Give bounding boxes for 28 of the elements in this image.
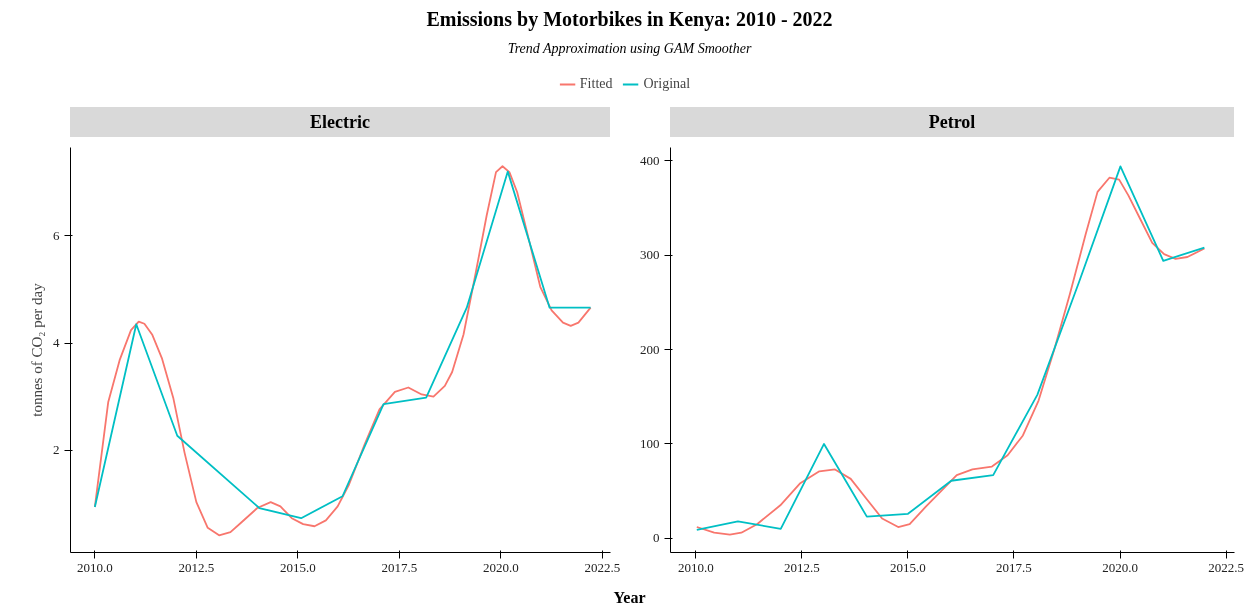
x-tick-label: 2022.5 xyxy=(1208,559,1244,575)
x-tick-label: 2017.5 xyxy=(381,559,418,575)
y-tick-label: 400 xyxy=(640,152,660,168)
x-tick-label: 2010.0 xyxy=(678,559,714,575)
y-tick-label: 200 xyxy=(640,341,660,357)
x-tick-label: 2012.5 xyxy=(784,559,820,575)
y-tick-label: 6 xyxy=(53,227,60,243)
x-tick-label: 2020.0 xyxy=(1102,559,1138,575)
y-tick-label: 300 xyxy=(640,247,660,263)
y-axis-title: tonnes of CO₂ per day xyxy=(29,282,45,417)
y-tick-label: 100 xyxy=(640,435,660,451)
y-tick-label: 0 xyxy=(653,530,660,546)
x-tick-label: 2012.5 xyxy=(178,559,215,575)
x-tick-label: 2015.0 xyxy=(279,559,316,575)
x-axis-title: Year xyxy=(613,588,646,608)
x-tick-label: 2020.0 xyxy=(483,559,519,575)
legend-label: Fitted xyxy=(579,76,613,92)
text: Electric xyxy=(310,111,370,134)
text: Petrol xyxy=(928,111,976,134)
chart-subtitle: Trend Approximation using GAM Smoother xyxy=(507,40,752,58)
chart-title: Emissions by Motorbikes in Kenya: 2010 - 2022 xyxy=(426,7,833,33)
legend-label: Original xyxy=(643,76,691,92)
x-tick-label: 2017.5 xyxy=(996,559,1032,575)
y-tick-label: 4 xyxy=(53,335,60,351)
x-tick-label: 2022.5 xyxy=(584,559,621,575)
x-tick-label: 2010.0 xyxy=(76,559,113,575)
x-tick-label: 2015.0 xyxy=(890,559,926,575)
y-tick-label: 2 xyxy=(53,442,60,458)
